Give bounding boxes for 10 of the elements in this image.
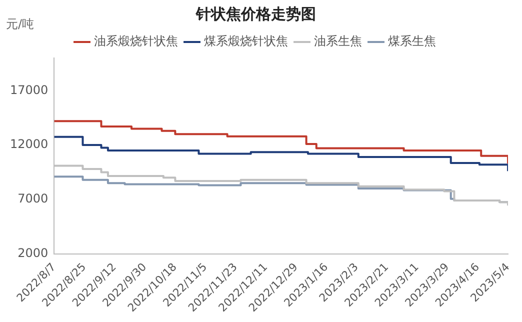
y-tick-label: 7000 — [18, 192, 48, 206]
y-axis-title: 元/吨 — [6, 16, 34, 33]
legend-label: 油系生焦 — [314, 34, 362, 48]
y-tick-label: 17000 — [10, 82, 48, 97]
y-tick-label: 2000 — [18, 246, 48, 260]
chart-title: 针状焦价格走势图 — [195, 4, 316, 23]
legend-label: 煤系生焦 — [388, 34, 436, 48]
legend-label: 煤系煅烧针状焦 — [204, 34, 288, 48]
legend-label: 油系煅烧针状焦 — [94, 34, 178, 48]
y-tick-label: 12000 — [10, 137, 48, 152]
